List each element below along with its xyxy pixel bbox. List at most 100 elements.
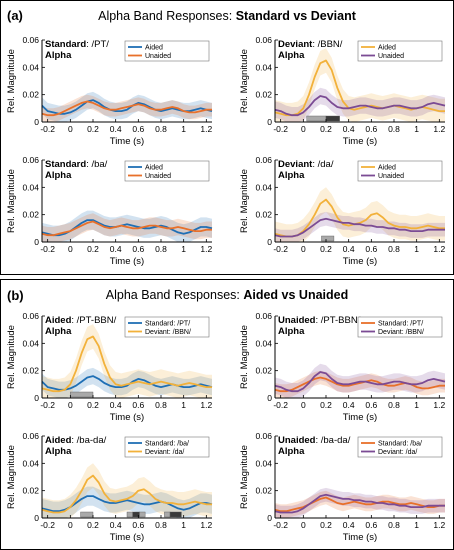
significance-bar xyxy=(126,511,133,518)
x-tick-label: 1.2 xyxy=(200,124,212,134)
y-tick-label: 0.02 xyxy=(255,486,272,496)
x-tick-label: 0.6 xyxy=(365,124,377,134)
y-tick-label: 0.04 xyxy=(22,182,39,192)
x-tick-label: 0.4 xyxy=(110,520,122,530)
y-tick-label: 0.04 xyxy=(255,182,272,192)
series-line xyxy=(274,95,446,117)
x-tick-label: 1.2 xyxy=(200,244,212,254)
legend-box xyxy=(124,436,210,458)
subplot-label-band: Alpha xyxy=(278,326,305,337)
legend-entry-label: Unaided xyxy=(378,53,404,60)
y-axis-label: Rel. Magnitude xyxy=(239,169,250,233)
x-tick-label: 1.2 xyxy=(200,400,212,410)
legend-box xyxy=(357,436,443,458)
x-tick-label: 1 xyxy=(181,244,186,254)
x-tick-label: -0.2 xyxy=(40,400,55,410)
x-tick-label: 0 xyxy=(301,520,306,530)
x-tick-label: 0.4 xyxy=(343,520,355,530)
series-line xyxy=(274,376,445,393)
legend-box xyxy=(357,160,443,182)
subplot-label: Deviant: /BBN/ xyxy=(278,39,343,50)
subplot-label-bold: Standard xyxy=(45,39,86,50)
legend-entry-label: Standard: /ba/ xyxy=(378,441,422,448)
legend: Standard: /ba/Deviant: /da/ xyxy=(357,436,443,458)
legend-entry-label: Aided xyxy=(145,45,163,52)
legend-box xyxy=(124,160,210,182)
subplot-label-rest: : /BBN/ xyxy=(312,39,342,50)
subplot-label-band: Alpha xyxy=(278,446,305,457)
legend-box xyxy=(357,316,443,338)
x-tick-label: 0.4 xyxy=(110,244,122,254)
y-tick-label: 0.06 xyxy=(255,431,272,441)
y-tick-label: 0.02 xyxy=(255,210,272,220)
significance-bar xyxy=(80,511,94,518)
series-line xyxy=(41,474,212,514)
significance-bar xyxy=(325,115,340,122)
x-tick-label: 1.2 xyxy=(433,400,445,410)
x-tick-label: 0.6 xyxy=(132,520,144,530)
x-tick-label: 1.2 xyxy=(433,520,445,530)
x-tick-label: 1.2 xyxy=(433,124,445,134)
x-tick-label: 0.4 xyxy=(110,400,122,410)
x-tick-label: 1 xyxy=(414,244,419,254)
y-tick-label: 0.02 xyxy=(255,366,272,376)
legend-entry-label: Deviant: /BBN/ xyxy=(145,329,191,336)
subplot-label-rest: : /ba-da/ xyxy=(315,435,350,446)
legend-entry-label: Unaided xyxy=(145,53,171,60)
x-axis-label: Time (s) xyxy=(110,532,144,543)
x-tick-label: 0 xyxy=(301,400,306,410)
legend-entry-label: Aided xyxy=(145,165,163,172)
subplot-label-rest: : /PT-BBN/ xyxy=(71,315,116,326)
significance-bar xyxy=(306,115,327,122)
y-axis-label: Rel. Magnitude xyxy=(6,49,17,113)
y-tick-label: 0.04 xyxy=(22,338,39,348)
series-line xyxy=(41,375,213,391)
series-line xyxy=(274,371,446,393)
subplot-label: Standard: /PT/ xyxy=(45,39,109,50)
x-tick-label: 0.8 xyxy=(155,520,167,530)
y-tick-label: 0 xyxy=(34,237,39,247)
subplot-label: Unaided: /ba-da/ xyxy=(278,435,351,446)
series-line xyxy=(41,100,212,117)
x-tick-label: 1 xyxy=(181,520,186,530)
panel-b: (b) Alpha Band Responses: Aided vs Unaid… xyxy=(0,279,454,550)
subplot-label-bold: Standard xyxy=(45,159,86,170)
x-tick-label: 0 xyxy=(301,124,306,134)
series-line xyxy=(274,217,445,238)
subplot-label-rest: : /da/ xyxy=(312,159,333,170)
y-tick-label: 0.04 xyxy=(255,458,272,468)
legend-entry-label: Standard: /PT/ xyxy=(145,321,190,328)
x-tick-label: 0.6 xyxy=(132,400,144,410)
x-tick-label: 0.2 xyxy=(87,400,99,410)
charts-layer: -0.2 0 0.2 0.4 0.6 0.8 1 1.2 0 0.02 0.04 0.06 Time (… xyxy=(6,35,446,543)
subplot-label-bold: Deviant xyxy=(278,39,313,50)
subplot-label-rest: : /ba/ xyxy=(86,159,107,170)
subplot-label-band: Alpha xyxy=(278,50,305,61)
y-tick-label: 0.02 xyxy=(255,90,272,100)
subplot-label-band: Alpha xyxy=(45,326,72,337)
significance-bar xyxy=(321,235,335,242)
x-tick-label: 1 xyxy=(414,520,419,530)
x-tick-label: 0.8 xyxy=(388,400,400,410)
legend: Standard: /PT/Deviant: /BBN/ xyxy=(124,316,210,338)
x-tick-label: 1 xyxy=(181,124,186,134)
legend-entry-label: Unaided xyxy=(378,173,404,180)
legend-box xyxy=(357,40,443,62)
legend-box xyxy=(124,316,210,338)
significance-bar xyxy=(164,511,171,518)
x-tick-label: -0.2 xyxy=(273,520,288,530)
panel-a-title: Alpha Band Responses: Standard vs Devian… xyxy=(98,9,357,23)
subplot-label-bold: Aided xyxy=(45,435,72,446)
error-band xyxy=(275,187,445,242)
x-tick-label: -0.2 xyxy=(273,244,288,254)
legend: Standard: /ba/Deviant: /da/ xyxy=(124,436,210,458)
x-tick-label: 0.4 xyxy=(343,244,355,254)
x-tick-label: 0.4 xyxy=(343,124,355,134)
